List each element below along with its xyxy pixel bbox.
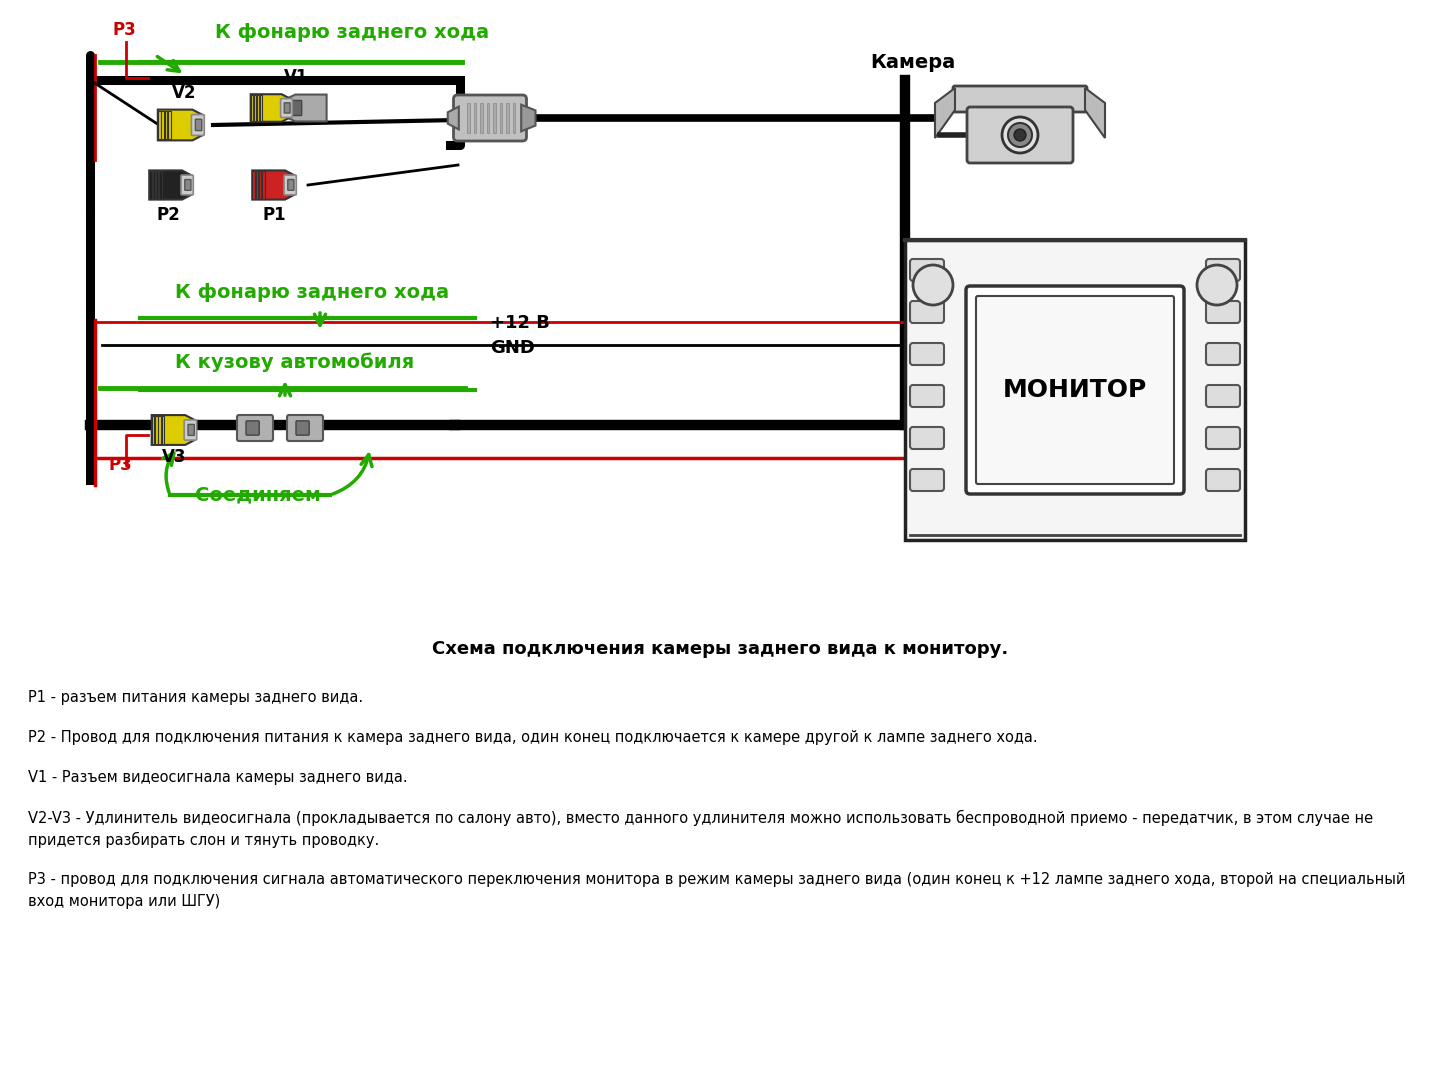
Bar [158, 172, 161, 198]
Polygon shape [448, 106, 459, 130]
Polygon shape [251, 94, 291, 122]
Bar [252, 172, 255, 198]
Bar [262, 172, 265, 198]
FancyBboxPatch shape [910, 427, 945, 449]
Polygon shape [252, 170, 294, 199]
Polygon shape [151, 415, 194, 445]
Circle shape [1014, 129, 1025, 142]
FancyBboxPatch shape [966, 286, 1184, 494]
Bar [467, 103, 469, 133]
Bar [161, 416, 164, 444]
Bar [150, 172, 151, 198]
FancyBboxPatch shape [910, 385, 945, 407]
FancyBboxPatch shape [968, 107, 1073, 163]
Bar [474, 103, 477, 133]
Text: МОНИТОР: МОНИТОР [1002, 378, 1148, 402]
FancyBboxPatch shape [181, 175, 193, 195]
FancyBboxPatch shape [281, 99, 292, 118]
Text: P3: P3 [108, 456, 131, 474]
Bar [161, 110, 164, 139]
FancyBboxPatch shape [1207, 259, 1240, 281]
Text: V1 - Разъем видеосигнала камеры заднего вида.: V1 - Разъем видеосигнала камеры заднего … [27, 770, 408, 785]
Text: Р1 - разъем питания камеры заднего вида.: Р1 - разъем питания камеры заднего вида. [27, 690, 363, 705]
Text: Р3 - провод для подключения сигнала автоматического переключения монитора в режи: Р3 - провод для подключения сигнала авто… [27, 872, 1405, 887]
FancyBboxPatch shape [289, 101, 301, 116]
FancyBboxPatch shape [910, 259, 945, 281]
Text: P3: P3 [112, 21, 135, 39]
FancyBboxPatch shape [192, 115, 204, 135]
Bar [500, 103, 503, 133]
Bar [255, 172, 258, 198]
Bar [494, 103, 495, 133]
Circle shape [913, 265, 953, 306]
Bar [256, 95, 259, 121]
Bar [487, 103, 490, 133]
Bar [513, 103, 516, 133]
Bar [156, 172, 158, 198]
Text: К фонарю заднего хода: К фонарю заднего хода [176, 283, 449, 302]
FancyBboxPatch shape [287, 415, 323, 441]
Text: V3: V3 [161, 448, 187, 466]
Bar [507, 103, 508, 133]
FancyBboxPatch shape [1207, 385, 1240, 407]
Circle shape [1008, 123, 1032, 147]
FancyBboxPatch shape [910, 301, 945, 323]
Text: Соединяем: Соединяем [194, 485, 321, 504]
Text: придется разбирать слон и тянуть проводку.: придется разбирать слон и тянуть проводк… [27, 832, 379, 848]
Circle shape [1002, 117, 1038, 153]
Text: P1: P1 [264, 206, 287, 224]
Text: V1: V1 [284, 68, 308, 86]
FancyBboxPatch shape [284, 103, 289, 113]
Text: К фонарю заднего хода: К фонарю заднего хода [215, 23, 490, 42]
FancyBboxPatch shape [284, 175, 297, 195]
FancyBboxPatch shape [1207, 427, 1240, 449]
FancyBboxPatch shape [196, 119, 202, 131]
FancyBboxPatch shape [297, 421, 310, 435]
Polygon shape [935, 88, 955, 138]
Text: +12 В: +12 В [490, 314, 550, 332]
FancyBboxPatch shape [288, 179, 294, 191]
Circle shape [1197, 265, 1237, 306]
Polygon shape [158, 109, 202, 140]
Text: GND: GND [490, 339, 534, 357]
Bar [481, 103, 482, 133]
Polygon shape [904, 240, 1246, 540]
FancyBboxPatch shape [1207, 343, 1240, 364]
Text: Камера: Камера [870, 53, 955, 72]
Bar [158, 110, 160, 139]
Polygon shape [150, 170, 192, 199]
Text: Р2 - Провод для подключения питания к камера заднего вида, один конец подключает: Р2 - Провод для подключения питания к ка… [27, 730, 1038, 745]
Bar [261, 95, 262, 121]
Bar [156, 416, 157, 444]
Bar [153, 172, 156, 198]
Bar [164, 110, 167, 139]
Text: К кузову автомобиля: К кузову автомобиля [176, 353, 415, 372]
FancyBboxPatch shape [189, 425, 194, 435]
Text: V2-V3 - Удлинитель видеосигнала (прокладывается по салону авто), вместо данного : V2-V3 - Удлинитель видеосигнала (проклад… [27, 810, 1374, 827]
FancyBboxPatch shape [246, 421, 259, 435]
Bar [168, 110, 171, 139]
FancyBboxPatch shape [953, 86, 1087, 111]
Text: вход монитора или ШГУ): вход монитора или ШГУ) [27, 894, 220, 909]
FancyBboxPatch shape [184, 179, 192, 191]
Polygon shape [521, 105, 536, 131]
FancyBboxPatch shape [454, 95, 527, 142]
Polygon shape [285, 94, 327, 121]
Bar [251, 95, 253, 121]
FancyBboxPatch shape [184, 420, 197, 441]
Text: V2: V2 [171, 84, 196, 102]
FancyBboxPatch shape [910, 470, 945, 491]
Bar [259, 172, 262, 198]
Text: P2: P2 [157, 206, 181, 224]
FancyBboxPatch shape [1207, 301, 1240, 323]
Text: Схема подключения камеры заднего вида к монитору.: Схема подключения камеры заднего вида к … [432, 640, 1008, 658]
Polygon shape [1084, 88, 1104, 138]
Bar [158, 416, 161, 444]
Bar [253, 95, 256, 121]
FancyBboxPatch shape [1207, 470, 1240, 491]
FancyBboxPatch shape [910, 343, 945, 364]
FancyBboxPatch shape [238, 415, 274, 441]
FancyBboxPatch shape [976, 296, 1174, 483]
Bar [151, 416, 154, 444]
